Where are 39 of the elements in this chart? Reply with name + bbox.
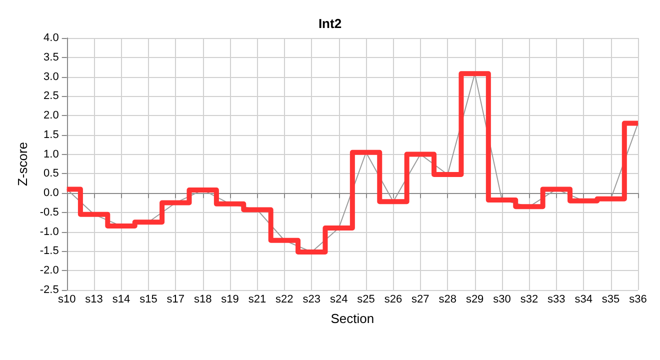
x-tick-label: s36 bbox=[629, 294, 647, 306]
y-tick-label: -2.5 bbox=[40, 284, 59, 296]
x-tick-label: s21 bbox=[248, 294, 266, 306]
x-tick-label: s22 bbox=[276, 294, 294, 306]
x-tick-label: s26 bbox=[384, 294, 402, 306]
x-tick-label: s24 bbox=[330, 294, 348, 306]
x-tick-label: s18 bbox=[194, 294, 212, 306]
y-tick-label: 3.5 bbox=[44, 51, 59, 64]
x-tick-label: s29 bbox=[466, 294, 484, 306]
y-tick-label: 4.0 bbox=[44, 32, 59, 44]
x-tick-label: s27 bbox=[412, 294, 430, 306]
y-tick-label: -2.0 bbox=[40, 264, 59, 277]
x-tick-label: s33 bbox=[548, 294, 566, 306]
x-tick-label: s23 bbox=[302, 294, 321, 306]
x-axis-title: Section bbox=[330, 311, 374, 326]
x-tick-label: s17 bbox=[166, 294, 185, 306]
x-tick-label: s19 bbox=[221, 294, 239, 306]
x-tick-label: s34 bbox=[574, 294, 592, 306]
x-tick-label: s35 bbox=[602, 294, 620, 306]
y-axis-title: Z-score bbox=[15, 142, 30, 186]
x-tick-label: s13 bbox=[85, 294, 103, 306]
x-tick-label: s14 bbox=[112, 294, 130, 306]
y-tick-label: 3.0 bbox=[44, 70, 59, 83]
x-tick-label: s15 bbox=[140, 294, 158, 306]
x-tick-label: s30 bbox=[493, 294, 511, 306]
y-tick-label: 0.0 bbox=[44, 187, 59, 200]
x-tick-label: s28 bbox=[438, 294, 456, 306]
chart-title: Int2 bbox=[318, 16, 342, 31]
y-tick-label: 0.5 bbox=[44, 168, 59, 180]
y-tick-label: 2.0 bbox=[44, 110, 59, 122]
y-tick-label: 1.0 bbox=[44, 148, 59, 160]
x-tick-label: s25 bbox=[357, 294, 375, 306]
y-tick-label: 1.5 bbox=[44, 128, 59, 141]
y-tick-label: -1.5 bbox=[40, 245, 59, 258]
x-tick-label: s10 bbox=[58, 294, 76, 306]
y-tick-label: 2.5 bbox=[44, 90, 59, 102]
x-tick-label: s32 bbox=[520, 294, 538, 306]
y-tick-label: -1.0 bbox=[40, 226, 59, 238]
y-tick-label: -0.5 bbox=[40, 206, 59, 218]
